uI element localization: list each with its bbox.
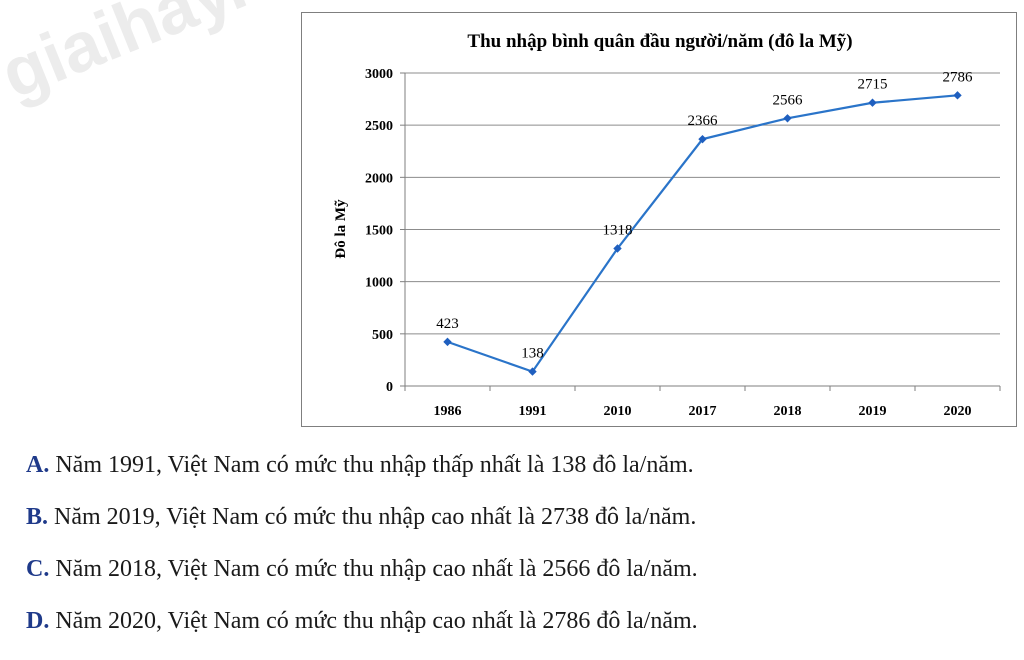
x-tick-label: 2018 xyxy=(774,404,802,419)
answer-c-text: Năm 2018, Việt Nam có mức thu nhập cao n… xyxy=(49,556,698,582)
x-tick-label: 2017 xyxy=(689,404,717,419)
y-tick-label: 2000 xyxy=(365,171,393,186)
answer-d[interactable]: D. Năm 2020, Việt Nam có mức thu nhập ca… xyxy=(26,608,1006,660)
answer-a-letter: A. xyxy=(26,452,50,478)
data-label: 2786 xyxy=(943,69,974,85)
series-layer xyxy=(443,91,962,376)
x-tick-label: 1986 xyxy=(434,404,462,419)
chart-title: Thu nhập bình quân đầu người/năm (đô la … xyxy=(467,31,852,52)
y-tick-label: 1000 xyxy=(365,276,393,291)
answer-b[interactable]: B. Năm 2019, Việt Nam có mức thu nhập ca… xyxy=(26,504,1006,556)
data-label: 1318 xyxy=(603,222,633,238)
answer-a-text: Năm 1991, Việt Nam có mức thu nhập thấp … xyxy=(49,452,694,478)
data-labels: 423 138 1318 2366 2566 2715 2786 xyxy=(436,69,973,361)
watermark-text: giaihay.c xyxy=(0,0,290,114)
x-tick-label: 1991 xyxy=(519,404,547,419)
answer-c-letter: C. xyxy=(26,556,50,582)
x-tick-label: 2019 xyxy=(859,404,887,419)
answer-b-text: Năm 2019, Việt Nam có mức thu nhập cao n… xyxy=(48,504,697,530)
y-tick-label: 2500 xyxy=(365,119,393,134)
y-tick-label: 1500 xyxy=(365,224,393,239)
y-tick-label: 3000 xyxy=(365,67,393,82)
answer-d-text: Năm 2020, Việt Nam có mức thu nhập cao n… xyxy=(49,608,698,634)
data-label: 2566 xyxy=(773,92,804,108)
answer-b-letter: B. xyxy=(26,504,49,530)
y-axis-label: Đô la Mỹ xyxy=(333,199,349,259)
x-tick-label: 2010 xyxy=(604,404,632,419)
y-tick-label: 0 xyxy=(386,380,393,395)
data-point xyxy=(443,337,452,347)
answer-d-letter: D. xyxy=(26,608,50,634)
data-point xyxy=(783,114,792,123)
chart-frame: Thu nhập bình quân đầu người/năm (đô la … xyxy=(301,12,1017,427)
data-point xyxy=(953,91,962,100)
data-point xyxy=(613,244,622,253)
y-tick-label: 500 xyxy=(372,328,393,343)
data-label: 2366 xyxy=(688,113,719,129)
data-point xyxy=(868,98,877,107)
data-label: 423 xyxy=(436,316,459,332)
x-tick-label: 2020 xyxy=(944,404,972,419)
answer-c[interactable]: C. Năm 2018, Việt Nam có mức thu nhập ca… xyxy=(26,556,1006,608)
data-label: 2715 xyxy=(858,77,888,93)
line-chart: Thu nhập bình quân đầu người/năm (đô la … xyxy=(333,31,1001,419)
answer-a[interactable]: A. Năm 1991, Việt Nam có mức thu nhập th… xyxy=(26,452,1006,504)
gridlines xyxy=(405,72,1000,335)
data-label: 138 xyxy=(521,346,544,362)
watermark: giaihay.c xyxy=(0,0,290,140)
axes: 0 500 1000 1500 2000 2500 3000 1986 1991 2010 2017… xyxy=(365,67,1001,419)
data-point xyxy=(528,367,537,376)
data-point xyxy=(698,134,707,144)
answer-options: A. Năm 1991, Việt Nam có mức thu nhập th… xyxy=(26,452,1006,660)
